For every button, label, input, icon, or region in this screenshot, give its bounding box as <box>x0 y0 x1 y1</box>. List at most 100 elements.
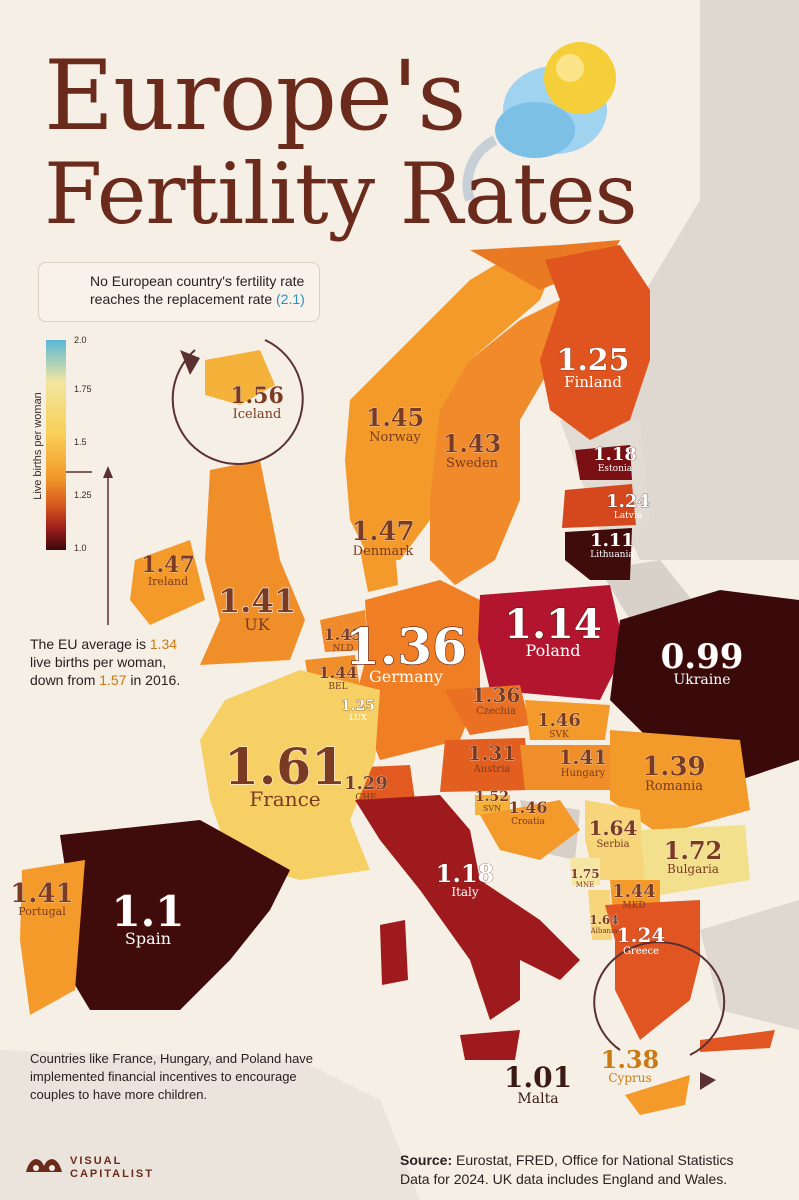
country-finland <box>540 245 650 440</box>
source-note: Source: Eurostat, FRED, Office for Natio… <box>400 1151 780 1189</box>
value-label-greece: 1.24 <box>617 923 666 947</box>
source-line-2: Data for 2024. UK data includes England … <box>400 1171 728 1187</box>
country-sardinia <box>380 920 408 985</box>
incentive-line-2: implemented financial incentives to enco… <box>30 1069 297 1084</box>
source-text: Eurostat, FRED, Office for National Stat… <box>452 1152 734 1168</box>
callout-text: No European country's fertility rate rea… <box>90 272 305 308</box>
eu-average-note: The EU average is 1.34 live births per w… <box>30 635 180 689</box>
callout-line-2-prefix: reaches the replacement rate <box>90 291 276 307</box>
value-label-lux: 1.25 <box>341 698 375 714</box>
country-sicily <box>460 1030 520 1060</box>
value-label-ireland: 1.47 <box>141 552 195 578</box>
country-label-estonia: Estonia <box>598 464 633 474</box>
country-label-czechia: Czechia <box>476 706 516 717</box>
country-label-bel: BEL <box>328 682 347 692</box>
value-label-estonia: 1.18 <box>593 444 637 465</box>
country-netherlands <box>320 610 368 652</box>
eu-note-line-1: The EU average is 1.34 <box>30 635 180 653</box>
country-czechia <box>445 685 530 735</box>
source-label: Source: <box>400 1152 453 1168</box>
value-label-latvia: 1.24 <box>606 491 650 512</box>
cyprus-ring-arrow <box>700 1072 716 1090</box>
country-label-austria: Austria <box>473 764 511 775</box>
pacifier-illustration <box>462 42 616 202</box>
eu-average-pointer-arrow <box>103 466 113 478</box>
country-label-svk: SVK <box>549 730 569 740</box>
country-croatia <box>480 800 580 860</box>
country-cyprus <box>625 1075 690 1115</box>
country-label-albania: Albania <box>590 927 618 935</box>
country-austria <box>440 738 530 792</box>
value-label-finland: 1.25 <box>556 343 629 378</box>
legend-tick-2-0: 2.0 <box>74 335 87 345</box>
iceland-ring <box>171 339 304 465</box>
value-label-bel: 1.44 <box>319 663 358 682</box>
legend-tick-1-25: 1.25 <box>74 490 92 500</box>
country-denmark <box>360 548 398 592</box>
land-background-turkey <box>700 900 799 1030</box>
country-lithuania <box>565 528 632 580</box>
value-label-nld: 1.43 <box>324 625 363 644</box>
country-label-germany: Germany <box>369 667 443 686</box>
country-france <box>200 670 380 880</box>
incentive-line-1: Countries like France, Hungary, and Pola… <box>30 1051 314 1066</box>
brand-line-2: CAPITALIST <box>70 1168 154 1180</box>
legend-color-bar <box>46 340 66 550</box>
iceland-ring-arrow <box>180 350 200 375</box>
value-label-malta: 1.01 <box>504 1061 572 1094</box>
eu-note-line-3-suffix: in 2016. <box>126 672 181 688</box>
country-latvia <box>562 484 636 528</box>
country-ireland <box>130 540 205 625</box>
value-label-che: 1.29 <box>344 773 388 794</box>
value-label-romania: 1.39 <box>642 752 705 782</box>
country-label-spain: Spain <box>125 929 171 948</box>
country-label-romania: Romania <box>645 779 703 794</box>
country-poland <box>478 585 625 700</box>
country-label-serbia: Serbia <box>596 839 629 850</box>
eu-note-line-3: down from 1.57 in 2016. <box>30 671 180 689</box>
country-north-macedonia <box>610 880 660 905</box>
value-label-czechia: 1.36 <box>472 683 521 707</box>
value-label-iceland: 1.56 <box>230 383 284 409</box>
country-bulgaria <box>640 825 750 895</box>
value-label-germany: 1.36 <box>345 617 467 676</box>
eu-note-line-3-prefix: down from <box>30 672 100 688</box>
visual-capitalist-logo-icon <box>26 1159 62 1172</box>
country-label-poland: Poland <box>526 641 581 660</box>
cyprus-ring <box>593 941 726 1056</box>
country-slovenia <box>475 795 510 815</box>
land-background-africa <box>0 1050 420 1200</box>
country-label-hungary: Hungary <box>561 768 606 779</box>
legend-tick-1-0: 1.0 <box>74 543 87 553</box>
value-label-bulgaria: 1.72 <box>664 836 722 865</box>
value-label-portugal: 1.41 <box>10 879 73 909</box>
country-slovakia <box>525 700 610 740</box>
value-label-uk: 1.41 <box>218 582 296 620</box>
title-line-2: Fertility Rates <box>44 145 638 243</box>
value-label-sweden: 1.43 <box>443 429 501 458</box>
replacement-rate-value: (2.1) <box>276 291 305 307</box>
value-label-croatia: 1.46 <box>509 798 548 817</box>
country-label-latvia: Latvia <box>614 511 643 521</box>
eu-note-line-1-prefix: The EU average is <box>30 636 150 652</box>
callout-line-2: reaches the replacement rate (2.1) <box>90 290 305 308</box>
country-ukraine <box>610 590 799 780</box>
country-label-che: CHE <box>355 793 376 803</box>
country-label-denmark: Denmark <box>353 544 414 559</box>
brand-line-1: VISUAL <box>70 1155 123 1167</box>
country-label-sweden: Sweden <box>446 456 499 471</box>
country-iceland <box>205 350 275 405</box>
country-montenegro <box>570 858 600 885</box>
country-label-ireland: Ireland <box>148 575 188 588</box>
country-spain <box>60 820 290 1010</box>
replacement-callout <box>38 262 320 322</box>
country-label-uk: UK <box>244 615 270 634</box>
country-label-portugal: Portugal <box>18 905 66 918</box>
country-norway <box>345 250 560 560</box>
country-label-finland: Finland <box>564 373 622 391</box>
legend-axis-title: Live births per woman <box>31 392 44 500</box>
eu-note-line-2: live births per woman, <box>30 654 167 670</box>
title-line-1: Europe's <box>44 40 467 152</box>
value-label-lithuania: 1.11 <box>590 530 634 551</box>
country-label-lithuania: Lithuania <box>590 550 634 560</box>
